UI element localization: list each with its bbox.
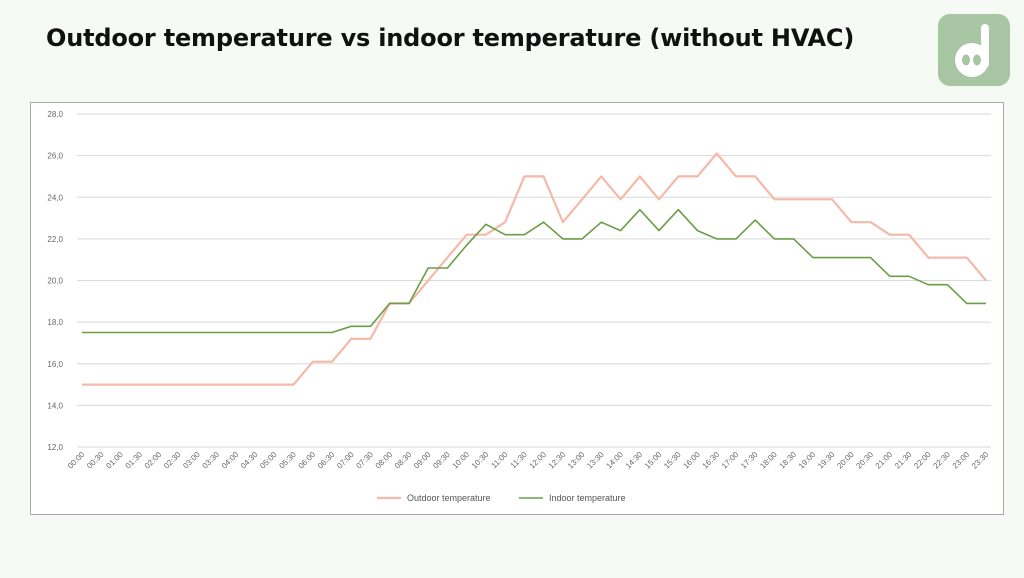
outdoor-temperature-line — [82, 152, 987, 386]
chart-container: 12,0 14,0 16,0 18,0 20,0 22,0 24,0 26,0 28,0 00:0… — [30, 102, 1004, 515]
line-chart: 12,0 14,0 16,0 18,0 20,0 22,0 24,0 26,0 28,0 00:0… — [47, 110, 991, 503]
x-tick-label: 01:30 — [124, 450, 145, 471]
y-tick-label: 14,0 — [47, 401, 63, 410]
indoor-temperature-line — [82, 208, 986, 334]
x-tick-label: 08:30 — [393, 450, 414, 471]
x-tick-label: 17:30 — [739, 450, 760, 471]
x-tick-label: 00:30 — [85, 450, 106, 471]
y-tick-label: 22,0 — [47, 235, 63, 244]
x-tick-label: 05:00 — [258, 450, 279, 471]
y-tick-label: 20,0 — [47, 277, 63, 286]
x-tick-label: 16:00 — [681, 450, 702, 471]
x-tick-label: 22:30 — [931, 450, 952, 471]
x-tick-label: 20:30 — [854, 450, 875, 471]
x-tick-label: 07:30 — [354, 450, 375, 471]
x-tick-label: 13:00 — [566, 450, 587, 471]
x-tick-label: 14:30 — [624, 450, 645, 471]
y-tick-label: 16,0 — [47, 360, 63, 369]
x-tick-label: 14:00 — [604, 450, 625, 471]
x-tick-label: 01:00 — [104, 450, 125, 471]
y-tick-label: 26,0 — [47, 152, 63, 161]
x-tick-label: 23:00 — [951, 450, 972, 471]
x-tick-label: 18:00 — [758, 450, 779, 471]
x-tick-label: 02:30 — [162, 450, 183, 471]
x-tick-label: 09:30 — [431, 450, 452, 471]
x-tick-label: 07:00 — [335, 450, 356, 471]
x-tick-label: 15:00 — [643, 450, 664, 471]
x-tick-label: 00:00 — [66, 450, 87, 471]
page-title: Outdoor temperature vs indoor temperatur… — [46, 24, 855, 52]
x-tick-label: 12:00 — [528, 450, 549, 471]
x-tick-label: 04:30 — [239, 450, 260, 471]
x-tick-label: 03:30 — [201, 450, 222, 471]
y-tick-label: 28,0 — [47, 110, 63, 119]
x-tick-label: 04:00 — [220, 450, 241, 471]
x-tick-label: 11:00 — [489, 450, 509, 470]
x-tick-label: 08:00 — [374, 450, 395, 471]
x-tick-label: 23:30 — [970, 450, 991, 471]
x-tick-label: 13:30 — [585, 450, 606, 471]
x-tick-label: 19:30 — [816, 450, 837, 471]
x-tick-label: 02:00 — [143, 450, 164, 471]
x-tick-label: 16:30 — [701, 450, 722, 471]
x-tick-label: 21:00 — [874, 450, 895, 471]
x-tick-label: 06:00 — [297, 450, 318, 471]
x-tick-label: 06:30 — [316, 450, 337, 471]
legend-label: Indoor temperature — [549, 493, 626, 503]
x-tick-label: 15:30 — [662, 450, 683, 471]
x-tick-label: 11:30 — [509, 450, 529, 470]
x-tick-label: 17:00 — [720, 450, 741, 471]
x-tick-label: 20:00 — [835, 450, 856, 471]
y-tick-label: 12,0 — [47, 443, 63, 452]
y-tick-label: 18,0 — [47, 318, 63, 327]
x-tick-label: 09:00 — [412, 450, 433, 471]
x-tick-label: 19:00 — [797, 450, 818, 471]
y-tick-label: 24,0 — [47, 193, 63, 202]
x-tick-label: 05:30 — [277, 450, 298, 471]
x-tick-label: 21:30 — [893, 450, 914, 471]
x-tick-label: 12:30 — [547, 450, 568, 471]
x-tick-label: 10:00 — [451, 450, 472, 471]
dd-logo-icon — [938, 14, 1010, 86]
legend-label: Outdoor temperature — [407, 493, 491, 503]
x-tick-label: 10:30 — [470, 450, 491, 471]
x-tick-label: 18:30 — [778, 450, 799, 471]
x-tick-label: 22:00 — [912, 450, 933, 471]
x-tick-label: 03:00 — [181, 450, 202, 471]
